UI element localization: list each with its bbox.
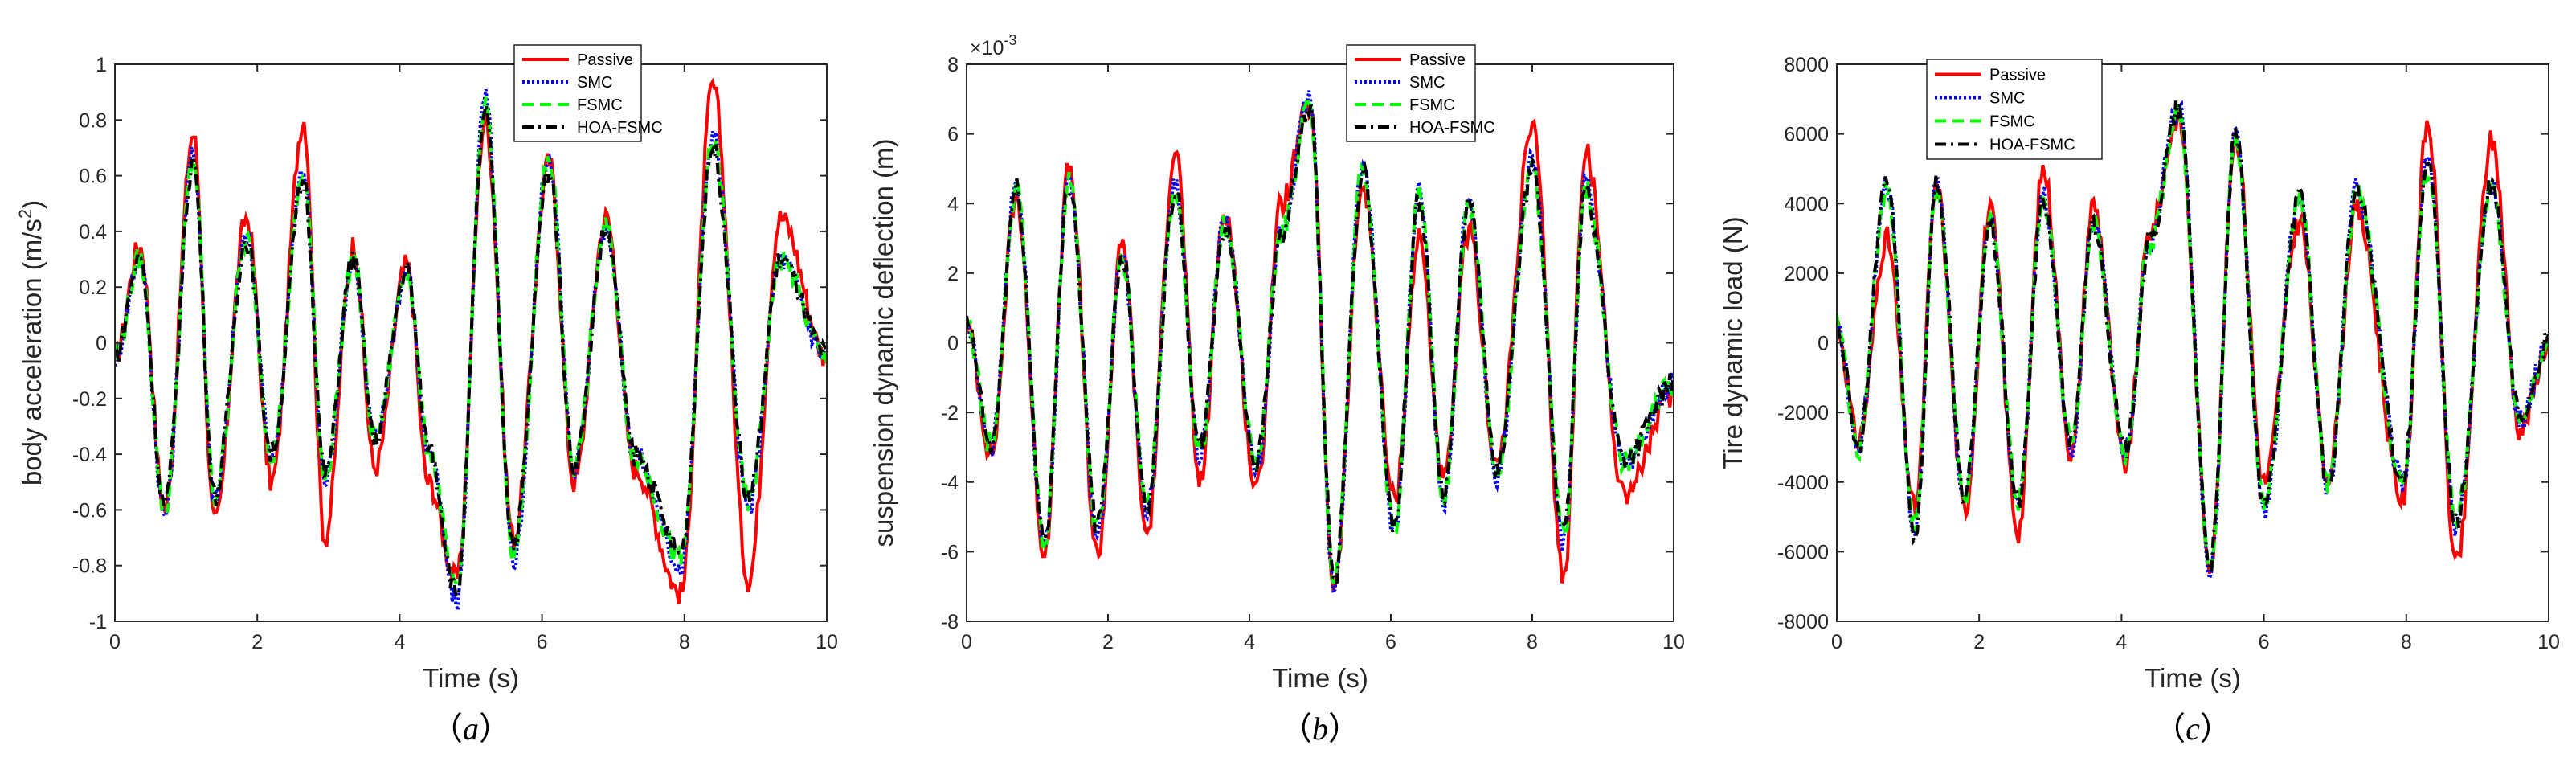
- panel-caption: （a）: [431, 711, 511, 747]
- series-line-hoa-fsmc: [115, 104, 827, 599]
- x-tick-label: 0: [1831, 631, 1842, 653]
- x-tick-label: 0: [961, 631, 972, 653]
- y-axis-title: suspension dynamic deflection (m): [869, 138, 898, 547]
- y-tick-label: -6: [941, 541, 959, 563]
- legend: Passive SMC FSMC HOA-FSMC: [513, 44, 663, 142]
- y-tick-label: 0.6: [79, 166, 107, 188]
- legend-label-fsmc: FSMC: [1989, 113, 2035, 131]
- y-tick-label: -2000: [1777, 402, 1829, 424]
- panel-caption: （c）: [2153, 711, 2232, 747]
- y-axis-title: Tire dynamic load (N): [1718, 216, 1748, 469]
- y-tick-label: -8: [941, 611, 959, 633]
- y-tick-label: 2000: [1784, 263, 1829, 285]
- y-tick-label: -6000: [1777, 541, 1829, 563]
- chart-panel-a: 0 2 4 6 8 10 -1 -0.8 -0.6 -0.4 -0.2 0 0.2 0.4 0.6 0.8 1 T…: [15, 44, 838, 747]
- y-tick-label: 2: [947, 263, 959, 285]
- series-line-hoa-fsmc: [967, 104, 1674, 584]
- y-tick-label: 0.2: [79, 276, 107, 299]
- legend-label-smc: SMC: [577, 74, 612, 92]
- y-tick-label: -1: [89, 611, 107, 633]
- legend-label-hoa-fsmc: HOA-FSMC: [577, 119, 663, 137]
- y-tick-label: 0: [1818, 333, 1829, 355]
- y-tick-label: 0.4: [79, 221, 107, 244]
- y-tick-label: 6000: [1784, 124, 1829, 146]
- y-tick-label: 8000: [1784, 54, 1829, 76]
- x-tick-label: 8: [2401, 631, 2412, 653]
- x-tick-label: 10: [2537, 631, 2560, 653]
- x-tick-label: 8: [1527, 631, 1538, 653]
- panel-caption: （b）: [1280, 711, 1360, 747]
- legend: Passive SMC FSMC HOA-FSMC: [1926, 59, 2103, 160]
- y-tick-label: -0.6: [72, 499, 107, 522]
- y-tick-label: -2: [941, 402, 959, 424]
- x-tick-label: 8: [679, 631, 690, 653]
- x-tick-label: 6: [1385, 631, 1396, 653]
- x-axis-title: Time (s): [2145, 663, 2241, 693]
- y-tick-label: 0.8: [79, 109, 107, 132]
- x-tick-label: 4: [394, 631, 405, 653]
- series-line-passive: [967, 99, 1674, 592]
- chart-panel-b: 0 2 4 6 8 10 -8 -6 -4 -2 0 2 4 6 8 ×10-3 Time (s) suspens…: [869, 32, 1685, 747]
- y-tick-label: -8000: [1777, 611, 1829, 633]
- series-line-fsmc: [1837, 103, 2549, 571]
- x-tick-label: 0: [109, 631, 121, 653]
- x-tick-label: 10: [1662, 631, 1685, 653]
- legend-label-passive: Passive: [1989, 67, 2046, 84]
- y-tick-label: -0.4: [72, 444, 107, 466]
- y-tick-label: 4000: [1784, 193, 1829, 215]
- y-axis-title: body acceleration (m/s2): [15, 200, 47, 485]
- legend-label-hoa-fsmc: HOA-FSMC: [1989, 137, 2075, 154]
- chart-panel-c: 0 2 4 6 8 10 -8000 -6000 -4000 -2000 0 2000 4000 6000…: [1718, 54, 2560, 747]
- legend-label-smc: SMC: [1409, 74, 1445, 92]
- x-tick-label: 4: [1244, 631, 1255, 653]
- x-axis-title: Time (s): [1272, 663, 1368, 693]
- series-line-hoa-fsmc: [1837, 100, 2549, 572]
- legend-label-passive: Passive: [577, 51, 633, 69]
- y-tick-label: -0.2: [72, 388, 107, 411]
- y-tick-label: 8: [947, 54, 959, 76]
- x-tick-label: 2: [251, 631, 263, 653]
- x-tick-label: 10: [816, 631, 838, 653]
- y-tick-label: -4: [941, 472, 959, 494]
- x-tick-label: 2: [1973, 631, 1985, 653]
- legend-label-smc: SMC: [1989, 90, 2025, 108]
- legend-label-hoa-fsmc: HOA-FSMC: [1409, 119, 1495, 137]
- y-tick-label: 4: [947, 193, 959, 215]
- y-tick-label: 6: [947, 124, 959, 146]
- x-tick-label: 4: [2116, 631, 2127, 653]
- y-exponent-label: ×10-3: [970, 32, 1016, 59]
- legend-label-passive: Passive: [1409, 51, 1466, 69]
- y-tick-label: 0: [96, 333, 107, 355]
- x-tick-label: 6: [537, 631, 548, 653]
- legend-label-fsmc: FSMC: [1409, 96, 1455, 114]
- legend-box: [1926, 59, 2103, 160]
- y-tick-label: -0.8: [72, 555, 107, 578]
- y-tick-label: -4000: [1777, 472, 1829, 494]
- x-tick-label: 6: [2259, 631, 2270, 653]
- y-tick-label: 0: [947, 333, 959, 355]
- legend: Passive SMC FSMC HOA-FSMC: [1346, 44, 1495, 142]
- x-axis-title: Time (s): [423, 663, 519, 693]
- x-tick-label: 2: [1102, 631, 1114, 653]
- legend-label-fsmc: FSMC: [577, 96, 623, 114]
- y-tick-label: 1: [96, 54, 107, 76]
